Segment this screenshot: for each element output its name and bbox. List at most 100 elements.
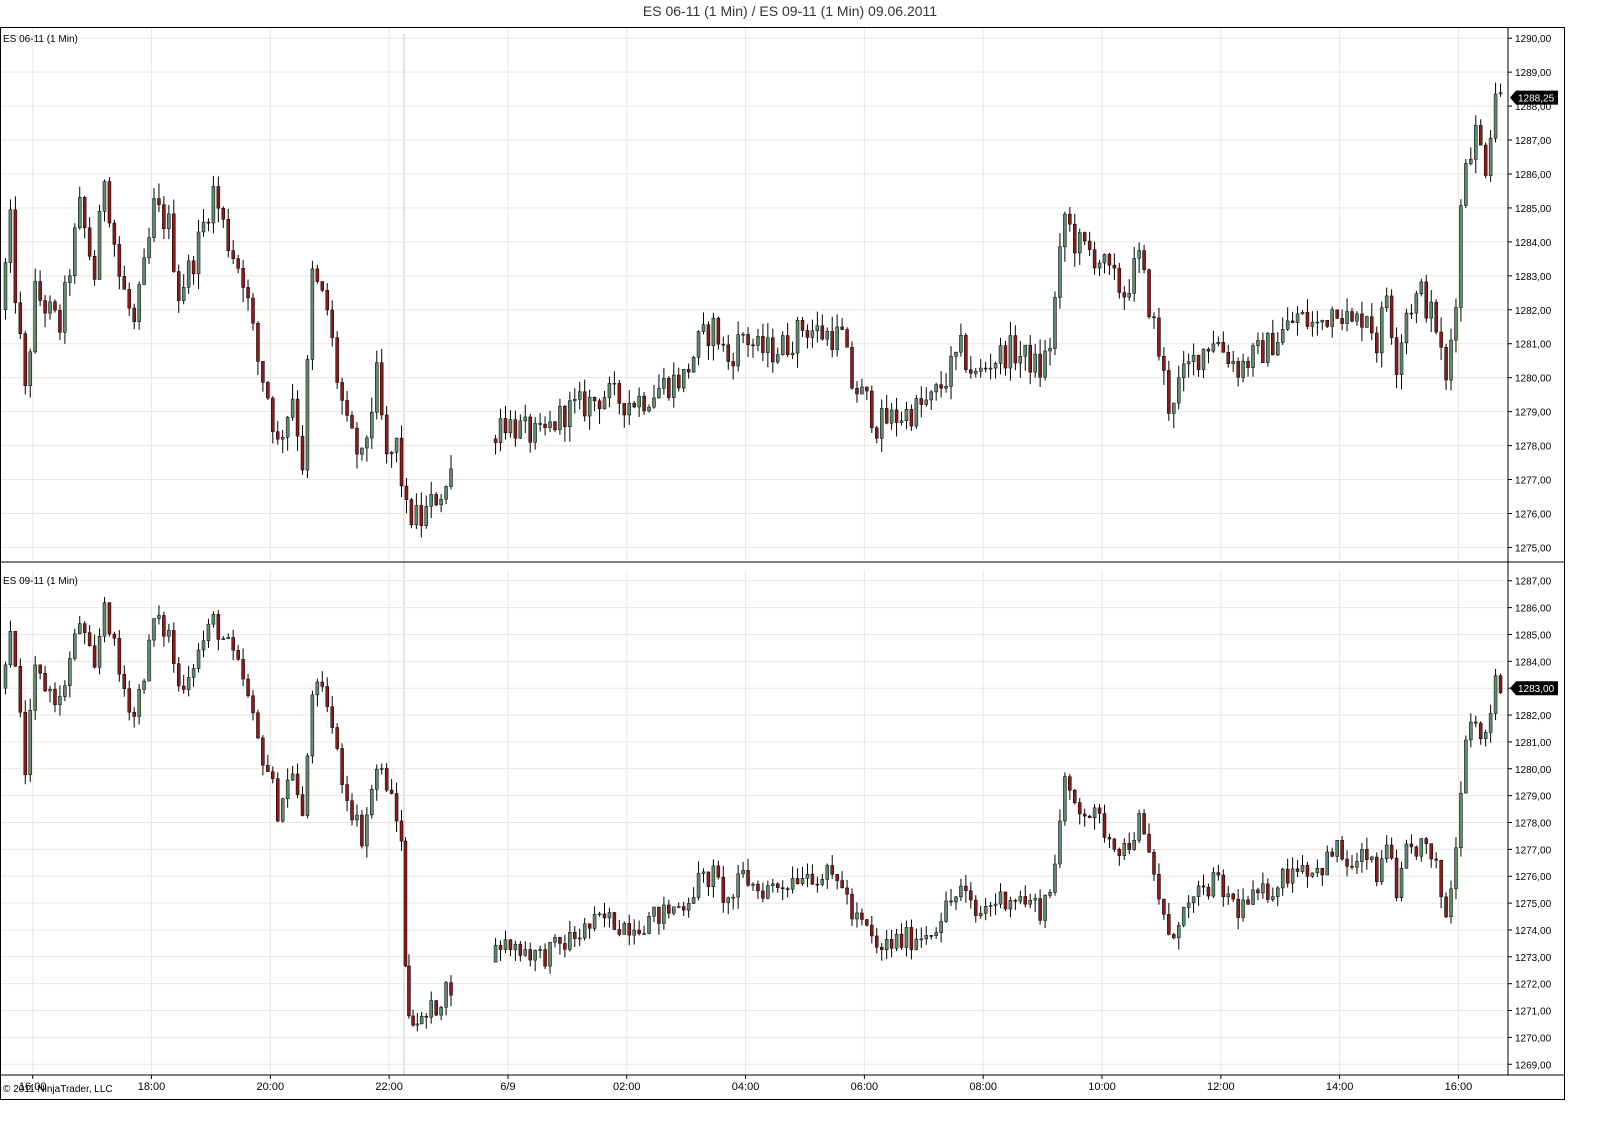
candle-down <box>1271 333 1275 356</box>
candle-down <box>879 946 884 951</box>
candle-down <box>1073 223 1077 254</box>
candle-down <box>721 876 726 903</box>
candle-down <box>894 409 899 423</box>
candle-down <box>87 632 92 647</box>
candle-up <box>370 411 374 439</box>
candle-up <box>167 213 171 229</box>
candle-up <box>196 231 201 275</box>
candle-down <box>1236 898 1240 918</box>
candle-down <box>1162 898 1166 915</box>
candle-down <box>53 301 57 311</box>
candle-down <box>830 865 834 875</box>
candle-down <box>573 932 577 939</box>
candle-up <box>959 335 963 353</box>
last-price-label: 1288,25 <box>1518 94 1555 105</box>
candle-up <box>1414 293 1419 314</box>
candle-up <box>820 878 825 885</box>
candle-down <box>1256 889 1260 894</box>
candle-down <box>1444 896 1448 918</box>
candle-down <box>1439 859 1443 898</box>
candle-up <box>1488 713 1493 733</box>
candle-up <box>1018 355 1023 364</box>
candle-up <box>355 814 359 821</box>
candle-down <box>379 362 384 416</box>
candle-down <box>216 614 221 640</box>
candle-down <box>919 398 924 405</box>
candle-down <box>582 391 587 417</box>
candle-down <box>969 890 973 901</box>
x-tick-label: 10:00 <box>1088 1081 1116 1093</box>
candle-up <box>741 870 745 875</box>
candle-down <box>731 361 735 367</box>
candle-up <box>97 635 102 668</box>
y-tick-label: 1273,00 <box>1515 953 1552 964</box>
candle-up <box>587 396 592 417</box>
y-tick-label: 1277,00 <box>1515 845 1552 856</box>
candle-down <box>746 333 750 346</box>
candle-up <box>1058 820 1062 865</box>
candle-down <box>1147 269 1151 318</box>
candle-down <box>266 382 270 399</box>
candle-down <box>964 335 968 371</box>
y-tick-label: 1290,00 <box>1515 34 1552 45</box>
candle-up <box>924 935 929 940</box>
candle-up <box>657 388 661 399</box>
candle-down <box>23 333 28 386</box>
candle-down <box>1206 348 1211 352</box>
y-tick-label: 1275,00 <box>1515 543 1552 554</box>
y-tick-label: 1271,00 <box>1515 1007 1552 1018</box>
candle-down <box>434 1000 438 1016</box>
candle-down <box>602 913 607 919</box>
candle-down <box>122 276 127 290</box>
candle-down <box>939 384 943 389</box>
candle-up <box>642 933 646 935</box>
candle-down <box>1360 313 1364 328</box>
candle-up <box>1008 900 1013 910</box>
candle-down <box>261 361 265 383</box>
last-price-marker-bg <box>1510 90 1558 105</box>
candle-down <box>1261 340 1265 363</box>
candle-down <box>246 287 250 299</box>
candle-up <box>1310 321 1315 327</box>
candle-up <box>1132 258 1136 294</box>
candle-down <box>845 887 849 895</box>
candle-down <box>1389 844 1394 859</box>
candle-down <box>449 982 453 996</box>
candle-down <box>716 865 721 878</box>
candle-up <box>924 399 929 405</box>
candle-up <box>415 1023 420 1026</box>
candle-down <box>181 685 186 690</box>
candle-up <box>1053 863 1057 893</box>
candle-down <box>335 727 339 749</box>
candle-up <box>285 417 290 438</box>
candle-up <box>652 397 656 408</box>
candle-down <box>1092 249 1097 269</box>
candle-down <box>785 335 790 355</box>
candle-down <box>1305 311 1310 327</box>
candle-up <box>959 885 963 898</box>
candle-down <box>1077 802 1082 815</box>
candle-up <box>1077 232 1082 254</box>
candle-up <box>1365 316 1369 328</box>
candle-up <box>48 301 52 314</box>
y-tick-label: 1282,00 <box>1515 306 1552 317</box>
candle-down <box>38 664 42 674</box>
chart-title: ES 06-11 (1 Min) / ES 09-11 (1 Min) 09.0… <box>642 3 938 19</box>
candle-up <box>375 362 379 413</box>
x-tick-label: 06:00 <box>851 1081 879 1093</box>
candle-down <box>1246 899 1250 905</box>
candle-down <box>751 344 755 347</box>
candle-down <box>1201 885 1206 888</box>
candle-down <box>776 883 780 888</box>
candle-up <box>102 181 107 212</box>
candle-down <box>1172 934 1176 939</box>
candle-up <box>523 416 528 422</box>
candle-up <box>48 688 52 692</box>
chart-frame <box>0 27 1565 1100</box>
candle-up <box>1241 899 1245 918</box>
candle-up <box>815 325 820 332</box>
candle-up <box>894 933 899 949</box>
candle-down <box>300 794 305 816</box>
candle-up <box>290 773 295 781</box>
